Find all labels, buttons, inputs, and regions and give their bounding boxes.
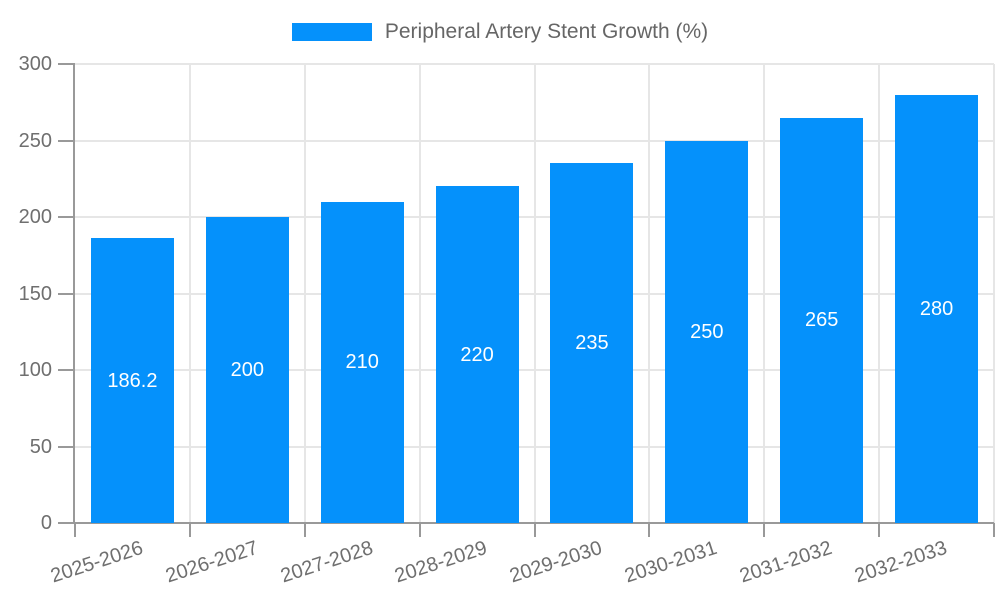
y-axis-tick — [58, 522, 75, 524]
y-axis-line — [73, 64, 75, 523]
chart-legend[interactable]: Peripheral Artery Stent Growth (%) — [0, 20, 1000, 44]
gridline-vertical — [993, 64, 995, 523]
x-axis-label: 2025-2026 — [47, 536, 146, 588]
x-axis-tick — [533, 523, 536, 537]
y-axis-tick — [58, 216, 75, 218]
gridline-vertical — [533, 64, 536, 523]
y-axis-tick — [58, 139, 75, 142]
x-axis-tick — [188, 523, 191, 537]
y-axis-tick — [58, 445, 75, 448]
x-axis-label: 2028-2029 — [392, 536, 491, 588]
bar-value-label: 280 — [919, 297, 954, 320]
x-axis-label: 2026-2027 — [162, 536, 261, 588]
gridline-vertical — [303, 64, 306, 523]
bar-2027-2028[interactable]: 210 — [320, 201, 404, 523]
bar-2025-2026[interactable]: 186.2 — [90, 238, 174, 523]
y-axis-tick — [58, 292, 75, 295]
x-axis-label: 2031-2032 — [737, 536, 835, 588]
y-axis-label: 250 — [18, 129, 52, 152]
y-axis-label: 100 — [18, 359, 52, 381]
x-axis-label: 2029-2030 — [507, 536, 606, 588]
y-axis-label: 150 — [18, 282, 52, 305]
bar-2030-2031[interactable]: 250 — [665, 140, 749, 523]
y-axis-label: 50 — [29, 435, 52, 458]
gridline-vertical — [188, 64, 191, 523]
x-axis-tick — [74, 523, 76, 537]
x-axis-tick — [648, 523, 651, 537]
bar-value-label: 186.2 — [107, 369, 158, 392]
x-axis-tick — [993, 523, 995, 537]
x-axis-tick — [878, 523, 881, 537]
bar-2032-2033[interactable]: 280 — [895, 94, 979, 523]
x-axis-line — [73, 522, 994, 524]
x-axis-tick — [418, 523, 421, 537]
x-axis-label: 2032-2033 — [851, 536, 950, 588]
y-axis-label: 300 — [18, 53, 52, 75]
x-axis-tick — [303, 523, 306, 537]
bar-value-label: 200 — [230, 359, 264, 381]
x-axis-label: 2027-2028 — [277, 536, 376, 588]
bar-value-label: 210 — [345, 351, 379, 374]
gridline-vertical — [418, 64, 421, 523]
bar-2026-2027[interactable]: 200 — [205, 217, 289, 523]
y-axis-tick — [58, 369, 75, 371]
legend-label: Peripheral Artery Stent Growth (%) — [384, 20, 709, 43]
bar-2031-2032[interactable]: 265 — [780, 117, 864, 523]
gridline-vertical — [763, 64, 766, 523]
y-axis-label: 0 — [40, 512, 52, 534]
x-axis-label: 2030-2031 — [622, 536, 720, 588]
y-axis-label: 200 — [18, 206, 52, 228]
bar-value-label: 250 — [690, 320, 724, 343]
gridline-vertical — [648, 64, 651, 523]
bar-value-label: 220 — [460, 343, 494, 366]
gridline-vertical — [878, 64, 881, 523]
bar-value-label: 235 — [575, 332, 609, 355]
y-axis-tick — [58, 63, 75, 65]
bar-2028-2029[interactable]: 220 — [435, 186, 519, 523]
x-axis-tick — [763, 523, 766, 537]
bar-2029-2030[interactable]: 235 — [550, 163, 634, 523]
legend-swatch — [291, 23, 372, 41]
bar-value-label: 265 — [805, 309, 839, 332]
